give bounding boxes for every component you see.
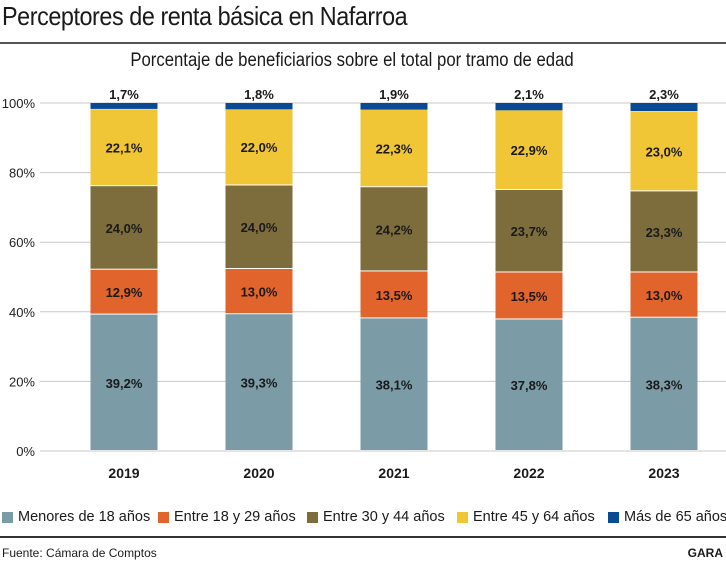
y-tick-label: 60% <box>9 235 35 250</box>
legend-label: Menores de 18 años <box>18 509 151 525</box>
data-label: 38,1% <box>376 378 413 393</box>
x-tick-label: 2020 <box>243 465 274 481</box>
bar-segment <box>495 103 563 111</box>
bar-segment <box>225 268 293 314</box>
data-label: 22,1% <box>106 141 143 156</box>
bar-segment <box>90 269 158 314</box>
data-label: 23,0% <box>646 144 683 159</box>
data-label: 39,2% <box>106 376 143 391</box>
legend-swatch <box>2 511 13 523</box>
source-note: Fuente: Cámara de Comptos <box>2 546 157 560</box>
x-tick-label: 2023 <box>648 465 679 481</box>
brand-logo: GARA <box>687 546 723 560</box>
legend: Menores de 18 años Entre 18 y 29 años Entr… <box>0 509 726 529</box>
chart-title: Porcentaje de beneficiarios sobre el tot… <box>130 50 574 71</box>
data-label: 12,9% <box>106 285 143 300</box>
bar-segment <box>90 109 158 186</box>
legend-item: Menores de 18 años <box>2 509 150 525</box>
x-tick-label: 2019 <box>108 465 139 481</box>
bar-segment <box>225 103 293 110</box>
footer-divider <box>0 536 726 538</box>
y-tick-label: 100% <box>2 96 36 111</box>
legend-label: Entre 30 y 44 años <box>323 509 445 525</box>
data-label: 13,5% <box>511 289 548 304</box>
bar-segment <box>630 103 698 112</box>
data-label: 1,9% <box>379 87 409 102</box>
title-divider <box>0 42 726 44</box>
bar-segment <box>225 314 293 450</box>
bar-segment <box>495 272 563 319</box>
data-label: 1,7% <box>109 87 139 102</box>
bar-segment <box>360 318 428 450</box>
legend-swatch <box>158 511 169 523</box>
y-tick-label: 80% <box>9 166 35 181</box>
legend-label: Entre 18 y 29 años <box>174 509 296 525</box>
data-label: 23,3% <box>646 225 683 240</box>
legend-label: Entre 45 y 64 años <box>473 509 595 525</box>
legend-swatch <box>307 511 318 523</box>
data-label: 2,3% <box>649 87 679 102</box>
bar-segment <box>225 185 293 268</box>
x-tick-label: 2021 <box>378 465 409 481</box>
bar-segment <box>225 108 293 185</box>
data-label: 38,3% <box>646 377 683 392</box>
legend-swatch <box>608 511 619 523</box>
data-label: 2,1% <box>514 87 544 102</box>
y-tick-label: 20% <box>9 374 35 389</box>
bar-segment <box>630 272 698 317</box>
bar-segment <box>630 111 698 191</box>
legend-item: Entre 30 y 44 años <box>307 509 445 525</box>
bar-segment <box>495 319 563 450</box>
data-label: 24,2% <box>376 222 413 237</box>
bar-segment <box>360 103 428 110</box>
bar-segment <box>360 109 428 187</box>
bar-segment <box>90 314 158 450</box>
bar-segment <box>360 271 428 318</box>
bar-segment <box>495 110 563 189</box>
bar-segment <box>90 103 158 109</box>
data-label: 23,7% <box>511 224 548 239</box>
x-tick-label: 2022 <box>513 465 544 481</box>
data-label: 13,0% <box>241 285 278 300</box>
legend-item: Entre 18 y 29 años <box>158 509 296 525</box>
y-tick-label: 40% <box>9 305 35 320</box>
page-title: Perceptores de renta básica en Nafarroa <box>2 1 408 31</box>
legend-item: Entre 45 y 64 años <box>457 509 595 525</box>
bar-segment <box>495 190 563 272</box>
bar-segment <box>360 187 428 271</box>
legend-item: Más de 65 años <box>608 509 726 525</box>
bar-segment <box>630 191 698 272</box>
data-label: 22,3% <box>376 141 413 156</box>
bar-segment <box>90 186 158 269</box>
data-label: 13,5% <box>376 288 413 303</box>
stacked-bar-chart: 0% 20% 40% 60% 80% 100% 39,2% 12,9% 24,0% 22,1% 1,… <box>2 87 726 481</box>
data-label: 13,0% <box>646 288 683 303</box>
y-tick-label: 0% <box>16 444 35 459</box>
legend-label: Más de 65 años <box>624 509 726 525</box>
data-label: 37,8% <box>511 378 548 393</box>
data-label: 22,9% <box>511 143 548 158</box>
data-label: 24,0% <box>106 221 143 236</box>
data-label: 22,0% <box>241 140 278 155</box>
data-label: 24,0% <box>241 220 278 235</box>
data-label: 1,8% <box>244 87 274 102</box>
data-label: 39,3% <box>241 376 278 391</box>
bar-segment <box>630 317 698 450</box>
legend-swatch <box>457 511 468 523</box>
